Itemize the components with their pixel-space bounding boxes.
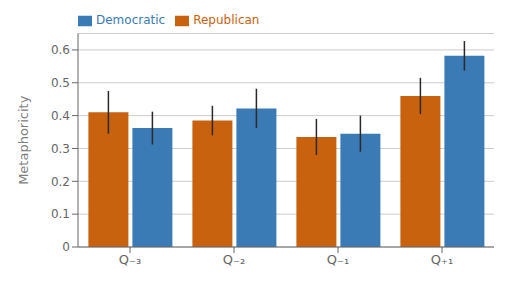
- svg-text:0.3: 0.3: [51, 142, 70, 156]
- svg-text:0.5: 0.5: [51, 76, 70, 90]
- svg-text:0.2: 0.2: [51, 175, 70, 189]
- svg-text:Q₊₁: Q₊₁: [431, 252, 453, 267]
- svg-text:0.4: 0.4: [51, 109, 70, 123]
- svg-text:0.1: 0.1: [51, 207, 70, 221]
- svg-text:Q₋₁: Q₋₁: [327, 252, 349, 267]
- svg-text:Q₋₃: Q₋₃: [119, 252, 141, 267]
- html-text:Republican: Republican: [193, 13, 260, 27]
- html-text:Democratic: Democratic: [96, 13, 166, 27]
- svg-text:Metaphoricity: Metaphoricity: [16, 95, 31, 185]
- svg-text:Q₋₂: Q₋₂: [223, 252, 245, 267]
- svg-text:0: 0: [62, 240, 70, 254]
- svg-text:0.6: 0.6: [51, 43, 70, 57]
